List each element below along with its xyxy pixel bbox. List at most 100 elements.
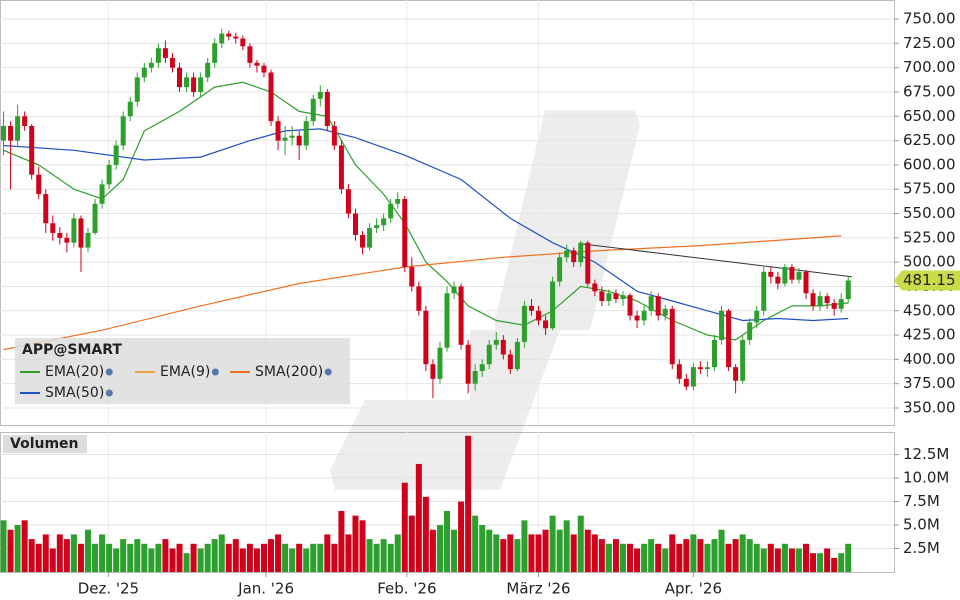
candle-body bbox=[627, 295, 633, 316]
candle-body bbox=[388, 203, 394, 219]
volume-bar bbox=[429, 529, 436, 572]
candle-body bbox=[15, 116, 21, 141]
volume-bar bbox=[282, 543, 289, 572]
legend-toggle bbox=[105, 368, 113, 376]
volume-bar bbox=[246, 543, 253, 572]
candle-body bbox=[254, 62, 260, 66]
volume-bar bbox=[803, 543, 810, 572]
volume-bar bbox=[619, 543, 626, 572]
volume-bar bbox=[239, 548, 246, 572]
x-tick-label: Jan. '26 bbox=[237, 580, 294, 598]
volume-bar bbox=[774, 548, 781, 572]
volume-bar bbox=[486, 529, 493, 572]
candle-body bbox=[817, 296, 823, 306]
y-tick-label: 700.00 bbox=[903, 58, 956, 76]
y-tick-label: 375.00 bbox=[903, 374, 956, 392]
candle-body bbox=[486, 344, 492, 365]
volume-bar bbox=[683, 539, 690, 572]
volume-bar bbox=[795, 548, 802, 572]
volume-bar bbox=[28, 539, 35, 572]
y-tick-label: 500.00 bbox=[903, 253, 956, 271]
volume-bar bbox=[493, 534, 500, 572]
volume-bar bbox=[35, 543, 42, 572]
volume-bar bbox=[458, 501, 465, 572]
candle-body bbox=[789, 266, 795, 280]
volume-bar bbox=[408, 515, 415, 572]
candle-body bbox=[451, 286, 457, 294]
volume-bar bbox=[56, 534, 63, 572]
volume-bar bbox=[479, 525, 486, 572]
candle-body bbox=[620, 295, 626, 300]
volume-bar bbox=[767, 543, 774, 572]
volume-bar bbox=[380, 539, 387, 572]
volume-bar bbox=[77, 543, 84, 572]
volume-bar bbox=[838, 553, 845, 572]
candle-body bbox=[444, 293, 450, 348]
candle-body bbox=[289, 135, 295, 138]
volume-bar bbox=[21, 520, 28, 572]
volume-bar bbox=[127, 543, 134, 572]
volume-bar bbox=[570, 534, 577, 572]
volume-bar bbox=[415, 463, 422, 572]
candle-body bbox=[669, 308, 675, 365]
y2-tick-label: 7.5M bbox=[903, 492, 940, 510]
candle-body bbox=[184, 77, 190, 88]
candle-body bbox=[726, 310, 732, 368]
volume-bar bbox=[669, 534, 676, 572]
volume-bar bbox=[465, 435, 472, 572]
volume-bar bbox=[577, 515, 584, 572]
y-tick-label: 650.00 bbox=[903, 107, 956, 125]
volume-bar bbox=[232, 539, 239, 572]
candle-body bbox=[57, 232, 63, 238]
volume-bar bbox=[598, 539, 605, 572]
candle-body bbox=[838, 299, 844, 309]
volume-bar bbox=[718, 529, 725, 572]
candle-body bbox=[282, 137, 288, 141]
candle-body bbox=[493, 339, 499, 345]
candle-body bbox=[219, 33, 225, 44]
volume-bar bbox=[507, 534, 514, 572]
candle-body bbox=[155, 48, 161, 63]
candle-body bbox=[352, 213, 358, 235]
legend-label: SMA(50) bbox=[45, 385, 104, 401]
volume-bar bbox=[612, 539, 619, 572]
volume-bar bbox=[521, 520, 528, 572]
candle-body bbox=[205, 62, 211, 78]
legend-title: APP@SMART bbox=[22, 342, 122, 358]
volume-bar bbox=[317, 543, 324, 572]
volume-bar bbox=[162, 539, 169, 572]
candle-body bbox=[536, 310, 542, 321]
candle-body bbox=[141, 67, 147, 78]
volume-bar bbox=[732, 539, 739, 572]
volume-bar bbox=[190, 543, 197, 572]
y2-tick-label: 12.5M bbox=[903, 445, 949, 463]
candle-body bbox=[317, 91, 323, 99]
volume-bar bbox=[542, 529, 549, 572]
y2-tick-label: 2.5M bbox=[903, 539, 940, 557]
volume-bar bbox=[549, 515, 556, 572]
candle-body bbox=[655, 296, 661, 316]
candle-body bbox=[78, 218, 84, 248]
volume-bar bbox=[70, 534, 77, 572]
volume-bar bbox=[366, 539, 373, 572]
volume-title-box bbox=[3, 435, 87, 453]
volume-bar bbox=[422, 496, 429, 572]
volume-bar bbox=[690, 534, 697, 572]
candle-body bbox=[99, 184, 105, 204]
trendline bbox=[580, 243, 852, 278]
candle-body bbox=[134, 77, 140, 102]
candle-body bbox=[191, 77, 197, 92]
y-tick-label: 725.00 bbox=[903, 34, 956, 52]
candle-body bbox=[247, 46, 253, 63]
volume-bar bbox=[451, 529, 458, 572]
candle-body bbox=[521, 305, 527, 342]
candle-body bbox=[240, 38, 246, 47]
candle-body bbox=[585, 242, 591, 284]
candle-body bbox=[22, 116, 28, 127]
volume-bar bbox=[148, 548, 155, 572]
y-tick-label: 625.00 bbox=[903, 131, 956, 149]
volume-bar bbox=[63, 539, 70, 572]
volume-bar bbox=[704, 543, 711, 572]
legend-label: EMA(20) bbox=[45, 364, 104, 380]
